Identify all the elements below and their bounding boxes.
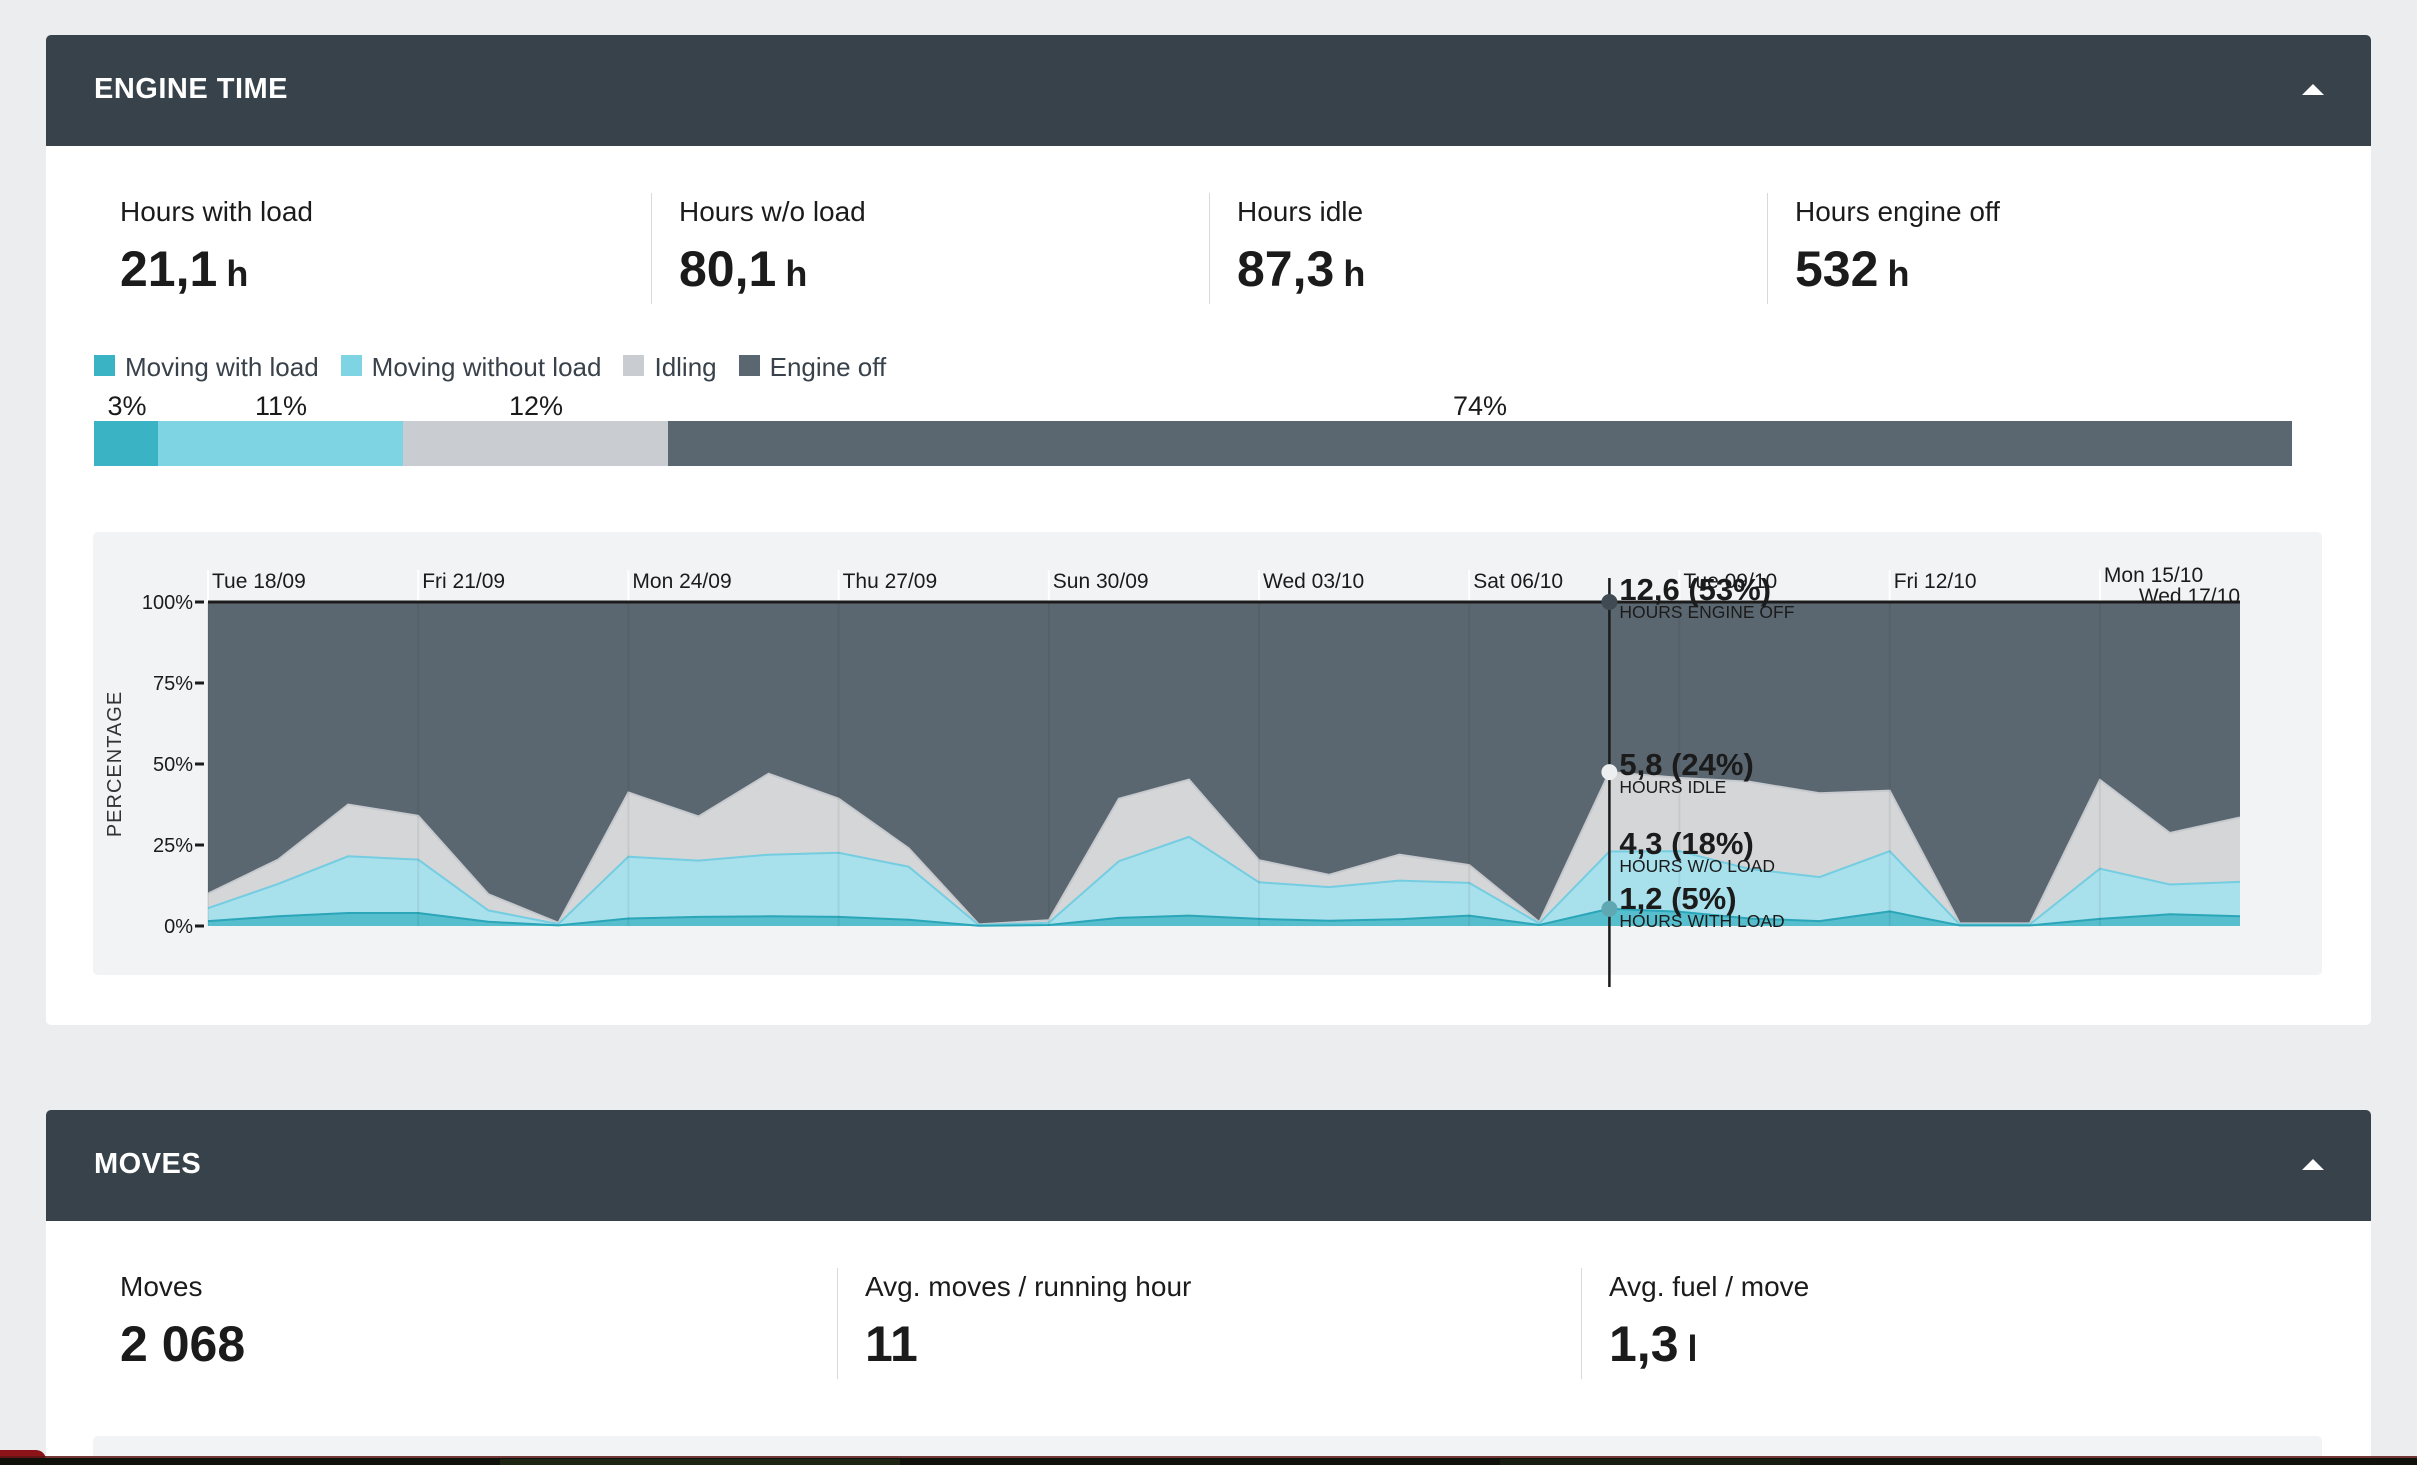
svg-text:25%: 25% (153, 835, 193, 857)
svg-text:Thu 27/09: Thu 27/09 (843, 570, 938, 593)
svg-text:12,6 (53%): 12,6 (53%) (1619, 572, 1771, 607)
svg-text:5,8 (24%): 5,8 (24%) (1619, 747, 1753, 782)
svg-text:4,3 (18%): 4,3 (18%) (1619, 826, 1753, 861)
svg-text:Fri 21/09: Fri 21/09 (422, 570, 505, 593)
svg-text:Mon 15/10: Mon 15/10 (2104, 564, 2203, 587)
svg-text:Mon 24/09: Mon 24/09 (632, 570, 731, 593)
svg-text:PERCENTAGE: PERCENTAGE (104, 691, 126, 837)
svg-text:Sun 30/09: Sun 30/09 (1053, 570, 1149, 593)
svg-text:100%: 100% (142, 592, 193, 614)
svg-text:HOURS ENGINE OFF: HOURS ENGINE OFF (1619, 602, 1794, 622)
svg-text:HOURS IDLE: HOURS IDLE (1619, 777, 1726, 797)
svg-text:HOURS WITH LOAD: HOURS WITH LOAD (1619, 911, 1784, 931)
svg-text:Wed 17/10: Wed 17/10 (2139, 585, 2240, 608)
svg-text:1,2 (5%): 1,2 (5%) (1619, 881, 1736, 916)
svg-text:0%: 0% (164, 916, 193, 938)
svg-text:Fri 12/10: Fri 12/10 (1894, 570, 1977, 593)
svg-text:Tue 18/09: Tue 18/09 (212, 570, 306, 593)
svg-text:50%: 50% (153, 754, 193, 776)
svg-text:HOURS W/O LOAD: HOURS W/O LOAD (1619, 856, 1775, 876)
svg-text:75%: 75% (153, 673, 193, 695)
svg-text:Wed 03/10: Wed 03/10 (1263, 570, 1364, 593)
svg-text:Tue 09/10: Tue 09/10 (1683, 570, 1777, 593)
svg-text:Sat 06/10: Sat 06/10 (1473, 570, 1563, 593)
